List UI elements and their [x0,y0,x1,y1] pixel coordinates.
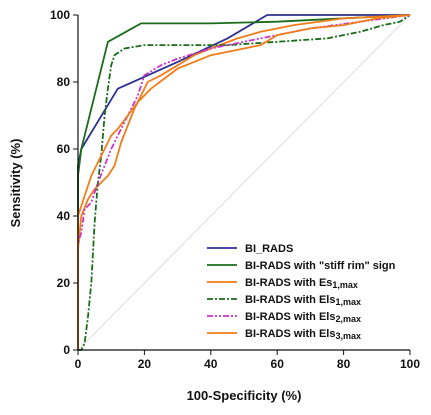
legend-label-6: BI-RADS with Els3,max [245,328,361,341]
y-tick-label: 60 [57,142,71,156]
reference-layer [77,14,411,351]
legend-label-5: BI-RADS with Els2,max [245,311,361,324]
y-tick-label: 0 [63,343,70,357]
y-tick-label: 100 [50,8,70,22]
legend-label-2: BI-RADS with "stiff rim" sign [245,260,396,272]
y-tick-label: 80 [57,75,71,89]
legend: BI_RADS BI-RADS with "stiff rim" sign BI-R… [207,243,396,341]
axis-layer: 100-Specificity (%) Sensitivity (%) 0 20 4… [8,8,420,403]
legend-label-3: BI-RADS with Es1,max [245,277,358,290]
x-tick-label: 40 [204,357,218,371]
x-tick-label: 0 [75,357,82,371]
x-tick-label: 80 [337,357,351,371]
series-line-6 [77,14,411,350]
y-tick-label: 40 [57,209,71,223]
y-tick-label: 20 [57,276,71,290]
x-axis-label: 100-Specificity (%) [187,388,302,403]
reference-diagonal [77,14,411,351]
x-tick-label: 100 [400,357,420,371]
x-tick-label: 60 [271,357,285,371]
legend-label-1: BI_RADS [245,243,293,255]
series-line-4 [78,14,411,351]
y-axis-label: Sensitivity (%) [8,139,23,228]
legend-label-4: BI-RADS with Els1,max [245,294,361,307]
x-tick-label: 20 [138,357,152,371]
